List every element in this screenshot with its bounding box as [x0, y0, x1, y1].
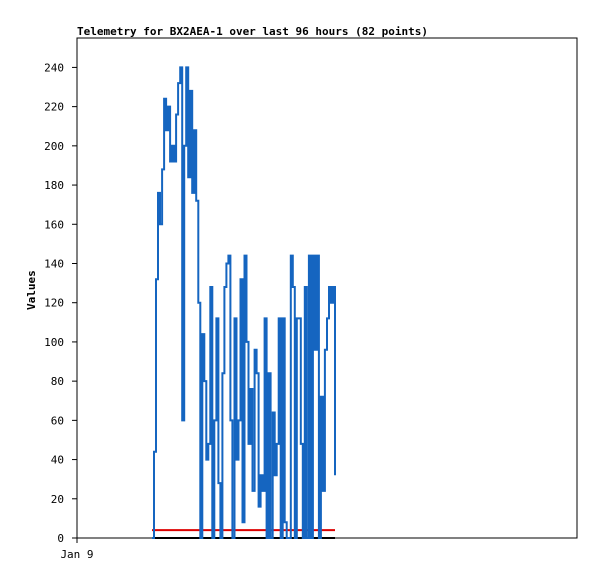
y-tick-label: 220	[44, 101, 64, 114]
y-tick-label: 200	[44, 140, 64, 153]
y-tick-label: 40	[51, 454, 64, 467]
y-tick-label: 100	[44, 336, 64, 349]
series-layer	[152, 66, 336, 539]
y-tick-label: 140	[44, 257, 64, 270]
x-axis: Jan 9	[60, 538, 94, 561]
y-tick-label: 0	[57, 532, 64, 545]
y-axis: 0 20 40 60 80 100 120 140 160 180 200 220 240	[44, 61, 77, 545]
y-tick-label: 60	[51, 414, 64, 427]
x-tick-label: Jan 9	[60, 548, 93, 561]
chart-title: Telemetry for BX2AEA-1 over last 96 hour…	[77, 25, 428, 38]
y-tick-label: 80	[51, 375, 64, 388]
y-tick-label: 160	[44, 218, 64, 231]
plot-area-frame	[76, 37, 578, 539]
y-tick-label: 20	[51, 493, 64, 506]
y-tick-label: 240	[44, 61, 64, 74]
y-axis-label: Values	[25, 270, 38, 310]
y-tick-label: 120	[44, 297, 64, 310]
series-line-telemetry	[152, 66, 336, 539]
y-tick-label: 180	[44, 179, 64, 192]
